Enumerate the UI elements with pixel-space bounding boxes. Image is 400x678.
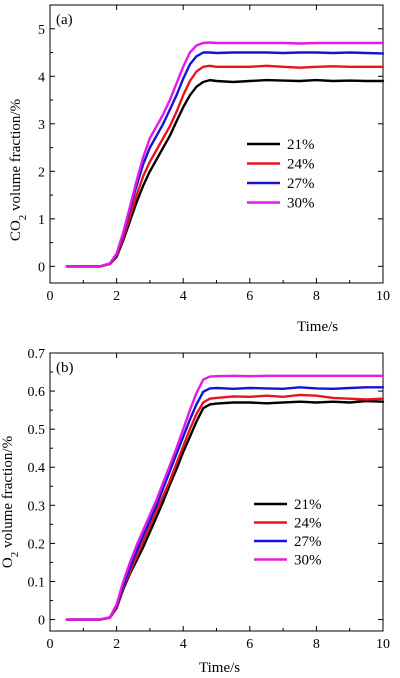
y-tick-label: 5 xyxy=(38,23,45,38)
legend-label-21pct: 21% xyxy=(287,137,315,153)
y-tick-label: 3 xyxy=(38,118,45,133)
y-tick-label: 0 xyxy=(38,614,45,629)
legend-label-27pct: 27% xyxy=(294,534,322,550)
x-tick-label: 8 xyxy=(313,289,320,304)
x-tick-label: 10 xyxy=(376,289,390,304)
legend-label-24pct: 24% xyxy=(294,516,322,532)
panel-a-ylabel: CO2 volume fraction/% xyxy=(8,99,29,241)
panel-b-xlabel: Time/s xyxy=(199,660,240,676)
x-tick-label: 4 xyxy=(180,637,187,652)
panel-a-frame xyxy=(49,4,384,284)
x-tick-label: 2 xyxy=(113,637,120,652)
panel-b: (b) Time/s O2 volume fraction/% 0 2 4 6 8 100… xyxy=(0,347,390,676)
y-tick-label: 0 xyxy=(38,260,45,275)
panel-b-label: (b) xyxy=(56,360,74,376)
x-tick-label: 6 xyxy=(246,637,253,652)
series-line-30pct xyxy=(65,41,385,268)
y-tick-label: 0.1 xyxy=(28,575,46,590)
panel-a: (a) Time/s CO2 volume fraction/% 0 2 4 6 8 10… xyxy=(8,4,390,335)
series-line-24pct xyxy=(65,64,385,268)
y-tick-label: 4 xyxy=(38,70,45,85)
panel-b-plot-area: 0 2 4 6 8 10 0 0.1 0.2 0.3 0.4 0.5 0.6 0.7 21% 24% 27% 30… xyxy=(28,347,391,652)
y-tick-label: 0.5 xyxy=(28,423,46,438)
series-line-21pct xyxy=(65,78,385,268)
x-tick-label: 0 xyxy=(47,289,54,304)
series-line-30pct xyxy=(65,374,385,621)
series-line-27pct xyxy=(65,51,385,268)
legend-label-30pct: 30% xyxy=(294,553,322,569)
legend-label-30pct: 30% xyxy=(287,196,315,212)
y-tick-label: 0.6 xyxy=(28,385,46,400)
x-tick-label: 2 xyxy=(113,289,120,304)
x-tick-label: 10 xyxy=(376,637,390,652)
panel-a-plot-area: 0 2 4 6 8 10 0 1 2 3 4 5 21% 24% 27% 30% xyxy=(38,5,390,304)
y-tick-label: 0.2 xyxy=(28,537,46,552)
y-tick-label: 2 xyxy=(38,165,45,180)
panel-a-xlabel: Time/s xyxy=(297,319,338,335)
x-tick-label: 6 xyxy=(246,289,253,304)
legend-label-21pct: 21% xyxy=(294,497,322,513)
y-tick-label: 0.7 xyxy=(28,347,46,362)
x-tick-label: 0 xyxy=(47,637,54,652)
panel-b-frame xyxy=(49,352,384,632)
panel-b-ylabel: O2 volume fraction/% xyxy=(0,436,21,568)
panel-a-label: (a) xyxy=(56,12,73,28)
series-line-24pct xyxy=(65,393,385,621)
y-tick-label: 0.3 xyxy=(28,499,46,514)
legend-label-24pct: 24% xyxy=(287,157,315,173)
legend-label-27pct: 27% xyxy=(287,176,315,192)
series-line-21pct xyxy=(65,399,385,621)
y-tick-label: 1 xyxy=(38,213,45,228)
series-line-27pct xyxy=(65,386,385,621)
y-tick-label: 0.4 xyxy=(28,461,46,476)
x-tick-label: 8 xyxy=(313,637,320,652)
x-tick-label: 4 xyxy=(180,289,187,304)
